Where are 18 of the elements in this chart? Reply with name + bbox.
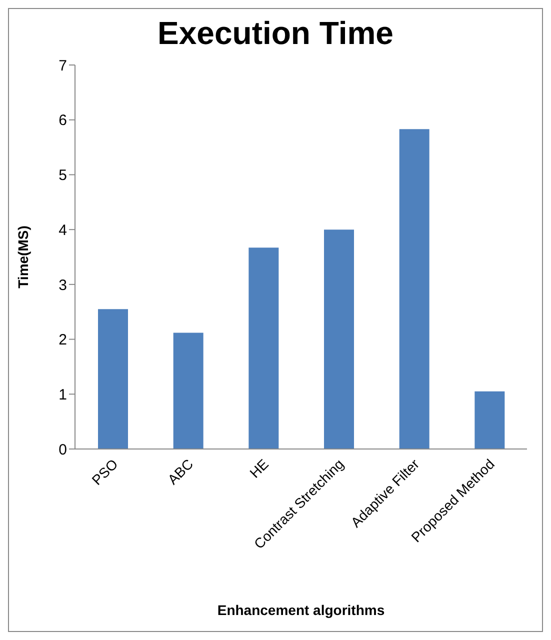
y-tick-label: 2	[58, 332, 67, 349]
bar	[98, 309, 128, 449]
y-tick-label: 5	[58, 167, 67, 184]
y-axis-title: Time(MS)	[14, 226, 31, 288]
bar	[474, 391, 505, 449]
bar	[324, 230, 354, 449]
y-tick-label: 1	[58, 386, 67, 404]
bar	[399, 129, 430, 449]
x-tick-label: HE	[246, 456, 272, 481]
bar	[248, 248, 279, 449]
y-tick-label: 0	[58, 441, 67, 458]
y-tick-label: 7	[58, 57, 67, 74]
bar	[173, 332, 204, 449]
y-tick-label: 3	[58, 276, 67, 294]
y-tick-label: 4	[58, 222, 67, 239]
x-axis-title: Enhancement algorithms	[217, 602, 385, 618]
chart-title: Execution Time	[156, 15, 394, 53]
y-tick-label: 6	[58, 112, 67, 130]
